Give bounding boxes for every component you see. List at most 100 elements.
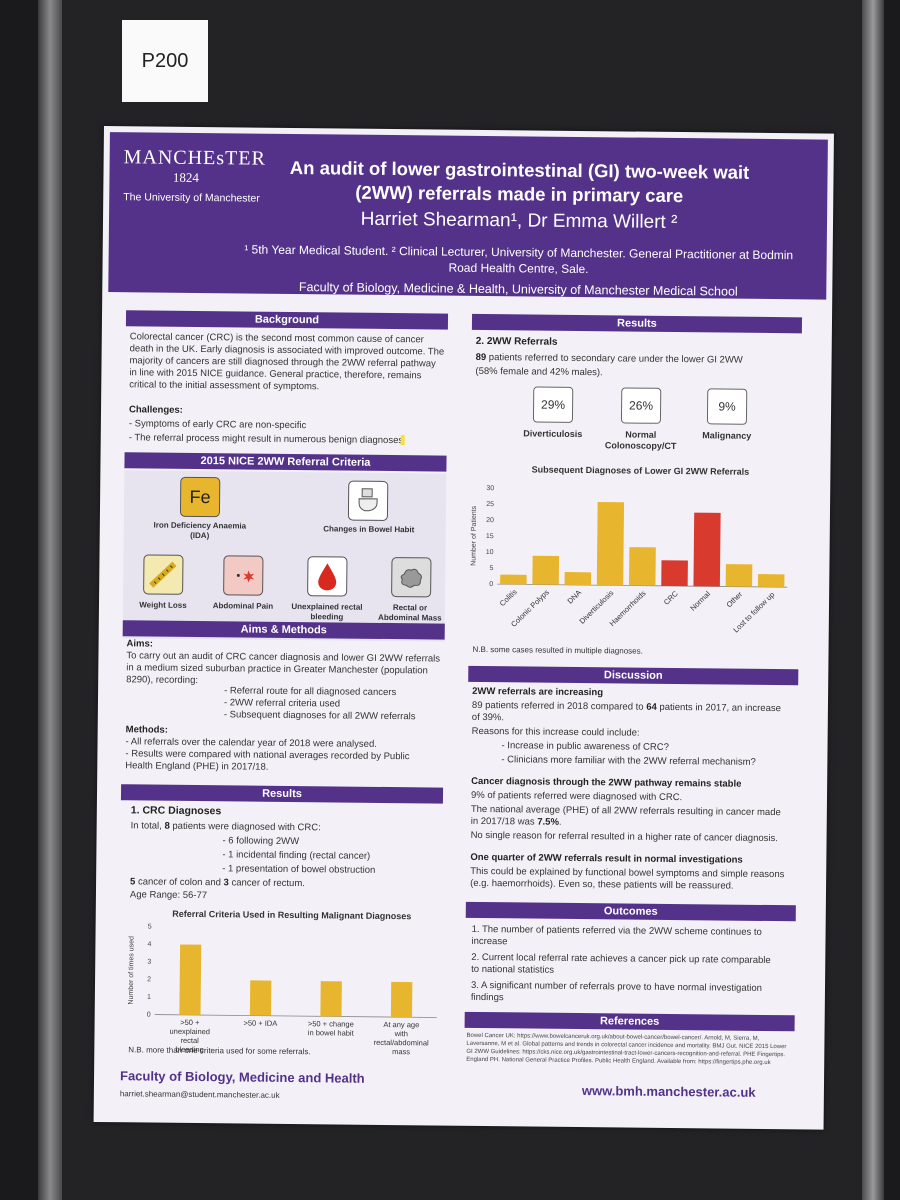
references-text: Bowel Cancer UK: https://www.bowelcancer…: [466, 1032, 787, 1067]
y-tick-label: 4: [147, 941, 151, 948]
y-tick-label: 0: [489, 581, 493, 588]
crc-list-3: - 1 presentation of bowel obstruction: [222, 863, 376, 876]
aims-item-3: - Subsequent diagnoses for all 2WW refer…: [223, 709, 416, 723]
y-tick-label: 15: [486, 533, 494, 540]
chart-title: Subsequent Diagnoses of Lower GI 2WW Ref…: [532, 464, 750, 476]
outcome-1: 1. The number of patients referred via t…: [471, 923, 762, 948]
toilet-icon: [347, 480, 389, 521]
subsequent-diagnoses-chart: Subsequent Diagnoses of Lower GI 2WW Ref…: [470, 464, 788, 634]
criteria-heading: 2015 NICE 2WW Referral Criteria: [124, 452, 447, 472]
discussion-p1b: Reasons for this increase could include:: [471, 725, 640, 739]
logo-year: 1824: [172, 169, 200, 185]
bar-crc: [661, 560, 688, 587]
bar-diverticulosis: [596, 501, 625, 586]
x-tick-label: with: [394, 1029, 408, 1038]
criteria-rectal-bleeding: Unexplained rectal bleeding: [291, 601, 363, 622]
university-logo: MANCHEsTER 1824 The University of Manche…: [123, 146, 267, 211]
outcomes-heading: Outcomes: [465, 901, 796, 922]
results-right-heading: Results: [471, 313, 803, 334]
normal-label: Normal Colonoscopy/CT: [604, 429, 677, 452]
discussion-reason-2: - Clinicians more familiar with the 2WW …: [501, 754, 756, 768]
discussion-p2b: The national average (PHE) of all 2WW re…: [470, 803, 781, 828]
x-tick-label: Other: [724, 589, 744, 609]
discussion-heading: Discussion: [468, 665, 799, 686]
criteria-abdominal-pain: Abdominal Pain: [212, 601, 274, 611]
x-axis-line: [154, 1014, 437, 1018]
abdomen-pain-icon: [223, 555, 264, 596]
highlight-marker: [400, 435, 405, 446]
bar-colonic-polyps: [532, 555, 560, 585]
x-tick-label: unexplained: [170, 1027, 211, 1036]
malignancy-label: Malignancy: [702, 430, 752, 441]
x-tick-label: in bowel habit: [308, 1028, 355, 1037]
discussion-p1: 89 patients referred in 2018 compared to…: [471, 699, 781, 724]
x-tick-label: >50 + IDA: [243, 1019, 277, 1028]
bar--50-change-in-bowel-habit: [320, 981, 342, 1017]
criteria-panel: Fe Iron Deficiency Anaemia (IDA) Changes…: [122, 470, 447, 642]
logo-university: The University of Manchester: [123, 191, 260, 205]
discussion-h2: Cancer diagnosis through the 2WW pathway…: [471, 775, 742, 790]
outcome-2: 2. Current local referral rate achieves …: [471, 951, 771, 976]
crc-age-range: Age Range: 56-77: [129, 889, 208, 902]
background-text: Colorectal cancer (CRC) is the second mo…: [129, 331, 445, 393]
x-tick-label: mass: [392, 1047, 410, 1056]
tape-measure-icon: [143, 554, 184, 595]
criteria-weight-loss: Weight Loss: [139, 600, 187, 610]
discussion-p2c: No single reason for referral resulted i…: [470, 829, 778, 845]
x-tick-label: rectal/abdominal: [374, 1038, 429, 1048]
bar-other: [725, 564, 753, 587]
y-tick-label: 5: [148, 924, 152, 931]
crc-diagnoses-heading: 1. CRC Diagnoses: [130, 804, 222, 818]
y-tick-label: 3: [147, 959, 151, 966]
references-heading: References: [464, 1011, 795, 1032]
y-tick-label: 2: [147, 976, 151, 983]
crc-list-2: - 1 incidental finding (rectal cancer): [222, 849, 371, 862]
discussion-p3: This could be explained by functional bo…: [470, 865, 785, 892]
poster: MANCHEsTER 1824 The University of Manche…: [93, 126, 834, 1130]
poster-affiliation: ¹ 5th Year Medical Student. ² Clinical L…: [244, 242, 794, 277]
x-tick-label: >50 + change: [308, 1019, 354, 1028]
poster-faculty: Faculty of Biology, Medicine & Health, U…: [298, 280, 738, 299]
background-heading: Background: [125, 310, 449, 330]
methods-label: Methods:: [125, 724, 168, 736]
aims-label: Aims:: [126, 638, 154, 650]
board-number-tag: P200: [122, 20, 208, 102]
discussion-p2: 9% of patients referred were diagnosed w…: [470, 789, 683, 804]
y-axis-label: Number of times used: [128, 936, 136, 1005]
poster-authors: Harriet Shearman¹, Dr Emma Willert ²: [360, 208, 678, 234]
aims-text: To carry out an audit of CRC cancer diag…: [126, 650, 441, 687]
blood-drop-icon: [307, 556, 348, 597]
board-frame-right: [862, 0, 884, 1200]
diverticulosis-label: Diverticulosis: [523, 428, 583, 440]
challenge-2: - The referral process might result in n…: [128, 432, 404, 447]
referrals-gender: (58% female and 42% males).: [475, 365, 603, 379]
methods-item-2: - Results were compared with national av…: [125, 748, 410, 773]
bar-at-any-age-with-rectal-abdominal-mass: [390, 981, 413, 1018]
bar-colitis: [500, 574, 527, 585]
diverticulosis-percent: 29%: [532, 386, 574, 423]
x-tick-label: >50 +: [180, 1018, 200, 1027]
footer-email[interactable]: harriet.shearman@student.manchester.ac.u…: [119, 1089, 280, 1100]
logo-name: MANCHEsTER: [123, 146, 267, 170]
footer-url[interactable]: www.bmh.manchester.ac.uk: [581, 1083, 756, 1100]
board-frame-left: [38, 0, 62, 1200]
bar--50-ida: [249, 980, 272, 1016]
x-tick-label: rectal: [180, 1036, 199, 1045]
chart-title: Referral Criteria Used in Resulting Mali…: [172, 909, 411, 922]
x-tick-label: Normal: [688, 589, 712, 613]
y-tick-label: 5: [489, 565, 493, 572]
y-tick-label: 1: [147, 994, 151, 1001]
criteria-mass: Rectal or Abdominal Mass: [378, 603, 442, 623]
referral-criteria-chart: Referral Criteria Used in Resulting Mali…: [128, 909, 437, 1056]
referrals-heading: 2. 2WW Referrals: [475, 335, 558, 348]
bar-normal: [693, 512, 721, 587]
malignancy-percent: 9%: [706, 388, 748, 425]
x-tick-label: bleeding: [175, 1045, 203, 1054]
footer-faculty: Faculty of Biology, Medicine and Health: [119, 1068, 365, 1086]
bar-lost-to-follow-up: [757, 574, 785, 588]
discussion-h1: 2WW referrals are increasing: [472, 685, 604, 699]
y-tick-label: 25: [486, 501, 494, 508]
x-tick-label: At any age: [383, 1020, 419, 1029]
bar-haemorrhoids: [629, 547, 656, 586]
poster-header: MANCHEsTER 1824 The University of Manche…: [108, 132, 828, 300]
